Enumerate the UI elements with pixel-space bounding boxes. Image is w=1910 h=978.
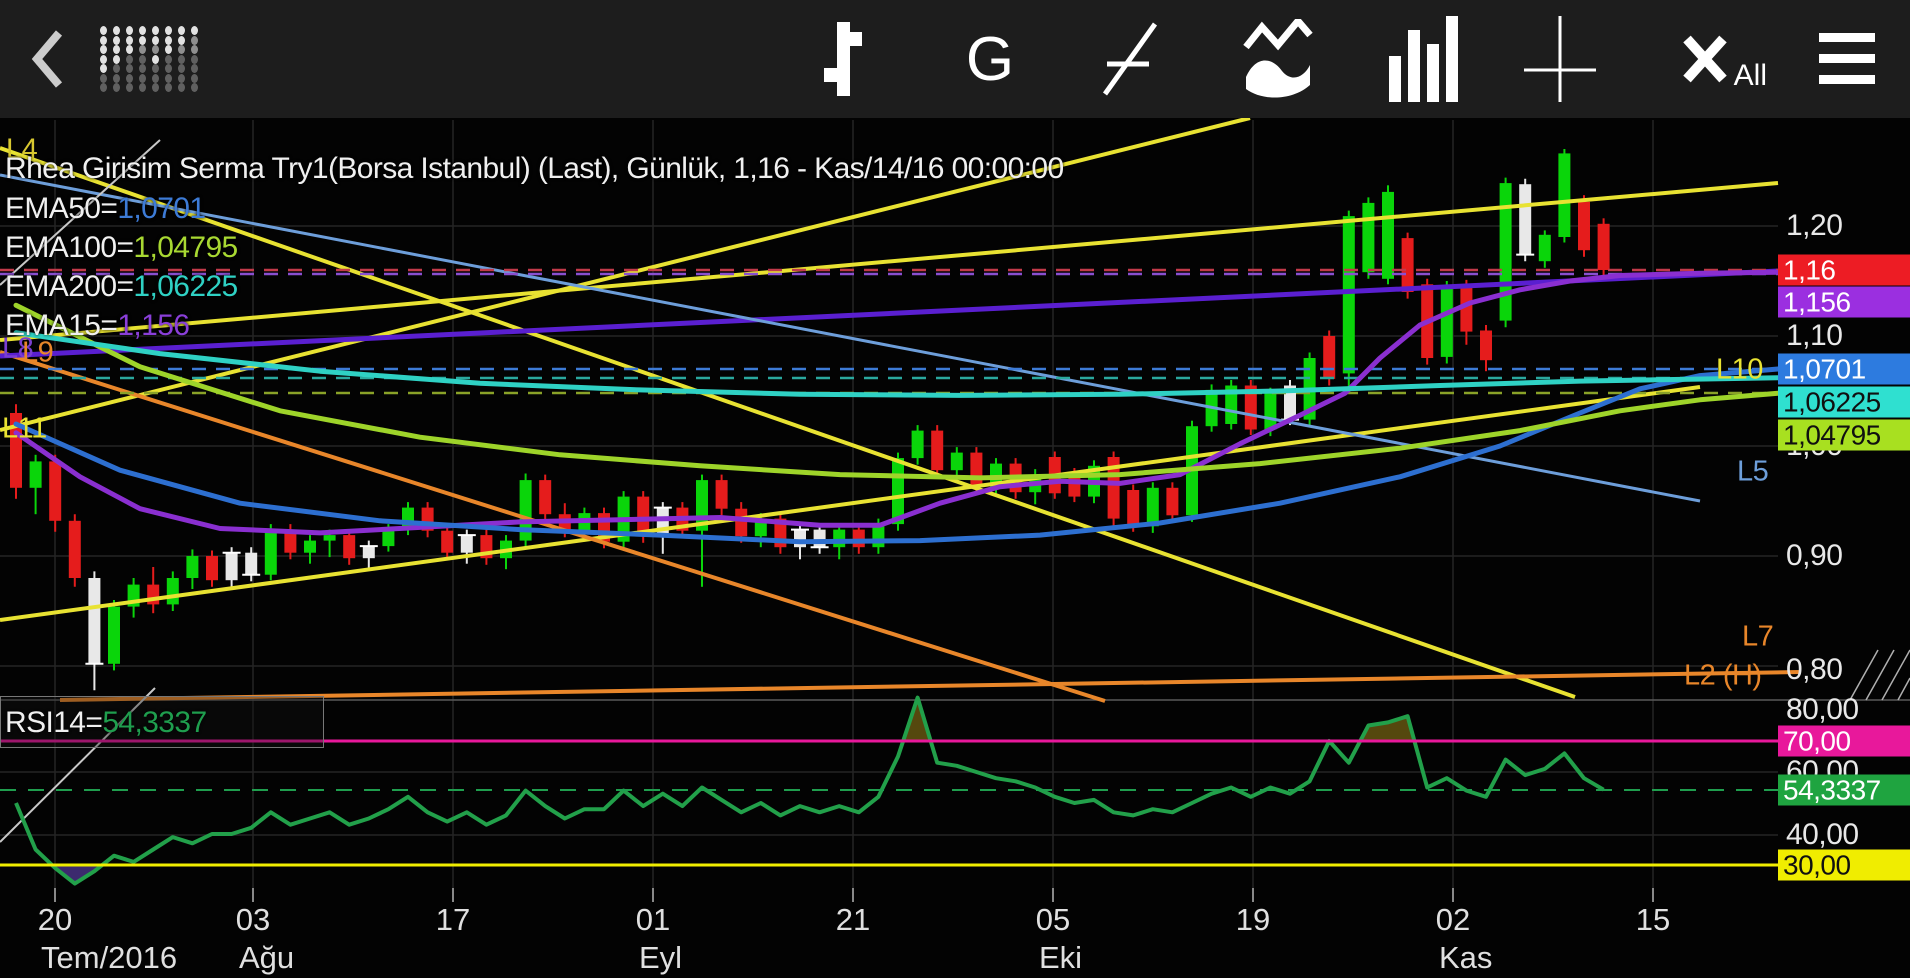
price-axis-badge: 30,00: [1778, 849, 1910, 881]
back-button[interactable]: [24, 0, 72, 118]
ema-legend-row: EMA15=1,156: [5, 309, 190, 343]
crosshair-icon: [1524, 16, 1596, 102]
crosshair-button[interactable]: [1520, 0, 1600, 118]
price-axis-label: 1,10: [1786, 319, 1843, 352]
ema-legend-row: EMA50=1,0701: [5, 192, 206, 226]
back-chevron-icon: [31, 30, 63, 88]
indicator-wave-icon: [1243, 19, 1313, 98]
x-axis-day-label: 01: [635, 902, 671, 937]
price-axis-badge: 1,156: [1778, 286, 1910, 318]
trendline-label-l11: L11: [2, 412, 47, 445]
ema-value: 1,04795: [133, 231, 238, 264]
toolbar: G: [0, 0, 1910, 118]
trendline-label-l4: L4: [6, 133, 38, 166]
x-axis-month-label: Eki: [1039, 940, 1083, 975]
x-axis-day-label: 20: [37, 902, 73, 937]
ema-label: EMA200=: [5, 270, 134, 303]
x-axis-day-label: 02: [1435, 902, 1471, 937]
rsi-panel-border: [0, 696, 324, 748]
rsi-legend-row: RSI14=54,3337: [5, 706, 207, 740]
menu-button[interactable]: [1812, 0, 1882, 118]
price-axis-badge: 1,06225: [1778, 386, 1910, 418]
g-label: G: [965, 24, 1015, 94]
bar-chart-icon: [1389, 16, 1458, 102]
price-axis-badge: 54,3337: [1778, 774, 1910, 806]
ema-label: EMA100=: [5, 231, 134, 264]
price-axis-label: 0,80: [1786, 653, 1843, 686]
clear-x-icon: [1683, 35, 1727, 83]
price-axis-badge: 1,16: [1778, 254, 1910, 286]
x-axis-month-label: Eyl: [639, 940, 683, 975]
clear-all-button[interactable]: All: [1660, 0, 1767, 118]
interval-g-button[interactable]: G: [955, 0, 1025, 118]
trendline-label-l7: L7: [1742, 620, 1774, 653]
ema-value: 1,0701: [117, 192, 206, 225]
x-axis-month-label: Kas: [1439, 940, 1493, 975]
ema-legend-row: EMA100=1,04795: [5, 231, 238, 265]
apps-grid-button[interactable]: [96, 0, 208, 118]
x-axis-month-label: Tem/2016: [41, 940, 178, 975]
indicator-button[interactable]: [1235, 0, 1321, 118]
x-axis-day-label: 05: [1035, 902, 1071, 937]
price-axis-badge: 1,0701: [1778, 353, 1910, 385]
ema-value: 1,06225: [133, 270, 238, 303]
price-axis-label: 40,00: [1786, 818, 1859, 851]
x-axis-day-label: 03: [235, 902, 271, 937]
price-axis-badge: 1,04795: [1778, 419, 1910, 451]
x-axis-day-label: 17: [435, 902, 471, 937]
rsi-value: 54,3337: [102, 706, 207, 739]
trendline-label-l2h: L2 (H): [1684, 659, 1762, 692]
trendline-label-l9: L9: [22, 336, 54, 369]
x-axis-day-label: 21: [835, 902, 871, 937]
dots-grid-icon: [100, 26, 204, 92]
rsi-label: RSI14=: [5, 706, 103, 739]
ema-value: 1,156: [117, 309, 190, 342]
trendline-icon: [1102, 22, 1158, 96]
x-axis-day-label: 19: [1235, 902, 1271, 937]
x-axis-day-label: 15: [1635, 902, 1671, 937]
trendline-label-l8: L8: [2, 332, 34, 365]
clear-all-label: All: [1733, 59, 1767, 92]
volume-bars-button[interactable]: [1382, 0, 1466, 118]
trendline-tool-button[interactable]: [1090, 0, 1170, 118]
candlestick-icon: [824, 22, 862, 96]
price-axis-label: 0,90: [1786, 539, 1843, 572]
trendline-label-l5: L5: [1737, 455, 1769, 488]
ema-legend-row: EMA200=1,06225: [5, 270, 238, 304]
ema-label: EMA15=: [5, 309, 118, 342]
chart-type-button[interactable]: [808, 0, 878, 118]
ema-label: EMA50=: [5, 192, 118, 225]
trendline-label-l10: L10: [1716, 353, 1763, 386]
chart-title: Rhea Girisim Serma Try1(Borsa Istanbul) …: [5, 152, 1064, 185]
price-axis-label: 80,00: [1786, 693, 1859, 726]
price-axis-label: 1,20: [1786, 209, 1843, 242]
price-axis-badge: 70,00: [1778, 725, 1910, 757]
hamburger-menu-icon: [1819, 33, 1875, 84]
x-axis-month-label: Ağu: [239, 940, 295, 975]
